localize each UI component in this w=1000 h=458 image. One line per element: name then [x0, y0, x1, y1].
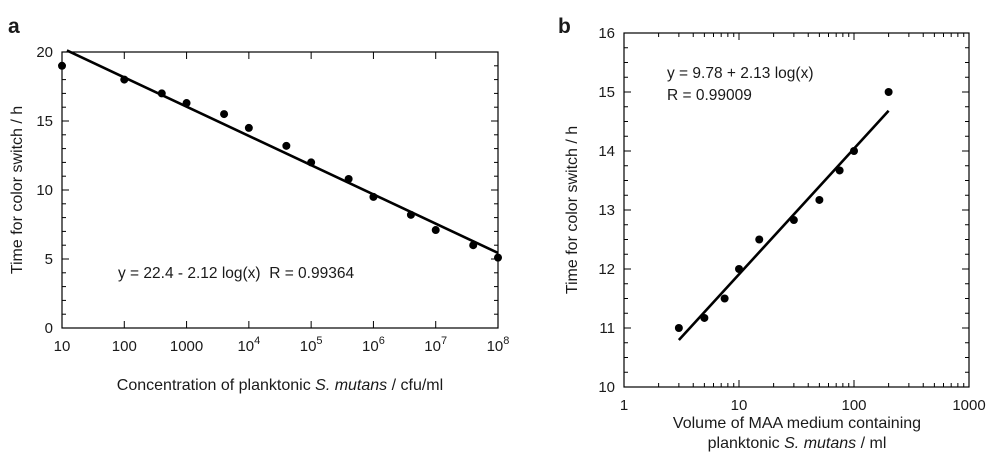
panel-a-data-points [58, 61, 502, 262]
data-point [815, 195, 824, 204]
y-tick-label: 10 [36, 182, 53, 199]
data-point [369, 192, 378, 201]
panel-b-equation-line1: y = 9.78 + 2.13 log(x) [667, 65, 813, 82]
panel-b-y-axis-title: Time for color switch / h [564, 126, 581, 294]
y-tick-label: 14 [598, 143, 615, 160]
panel-a-equation: y = 22.4 - 2.12 log(x) R = 0.99364 [118, 265, 354, 282]
data-point [244, 123, 253, 132]
y-tick-label: 10 [598, 379, 615, 396]
y-tick-label: 11 [599, 320, 615, 337]
panel-a-letter: a [8, 15, 20, 38]
y-tick-label: 13 [598, 202, 615, 219]
x-tick-label: 10 [54, 338, 71, 355]
data-point [282, 141, 291, 150]
y-tick-label: 0 [45, 320, 53, 337]
data-point [120, 75, 129, 84]
data-point [494, 253, 502, 262]
data-point [735, 265, 743, 273]
data-point [835, 166, 844, 175]
data-point [344, 174, 353, 183]
x-tick-label: 104 [237, 335, 260, 355]
x-tick-label: 1000 [170, 338, 203, 355]
data-point [58, 61, 66, 70]
panel-b-fit-line [677, 109, 890, 341]
panel-b-chart: b 1 10 100 1000 10 11 12 13 14 15 16 y = 9.78 + 2… [558, 15, 986, 452]
x-tick-label: 10 [731, 397, 748, 414]
data-point [720, 294, 729, 303]
panel-b-tick-marks [623, 32, 970, 388]
data-point [850, 147, 858, 155]
panel-b-x-axis-title-line2: planktonic S. mutans / ml [708, 435, 887, 452]
panel-a-x-tick-labels: 10 100 1000 104 105 106 107 108 [54, 335, 510, 355]
y-tick-label: 15 [36, 113, 53, 130]
data-point [884, 88, 893, 96]
panel-a-plot-frame [61, 51, 499, 329]
x-tick-label: 100 [112, 338, 137, 355]
x-tick-label: 1000 [952, 397, 985, 414]
panel-a-chart: a 10 100 1000 104 105 106 107 108 0 5 10 15 20 y = … [8, 15, 509, 394]
data-point [789, 216, 798, 225]
panel-a-tick-marks [61, 51, 499, 329]
x-tick-label: 100 [841, 397, 866, 414]
data-point [431, 226, 440, 235]
data-point [406, 210, 415, 219]
panel-b-x-axis-title-line1: Volume of MAA medium containing [673, 415, 921, 432]
data-point [307, 158, 316, 167]
panel-a-y-axis-title: Time for color switch / h [9, 106, 26, 274]
data-point [755, 235, 764, 244]
panel-b-letter: b [558, 15, 571, 38]
panel-b-data-points [674, 88, 893, 332]
data-point [157, 89, 166, 98]
data-point [182, 99, 191, 108]
x-tick-label: 105 [300, 335, 323, 355]
panel-b-y-tick-labels: 10 11 12 13 14 15 16 [598, 25, 615, 396]
data-point [700, 313, 709, 322]
x-tick-label: 108 [487, 335, 510, 355]
x-tick-label: 1 [620, 397, 628, 414]
y-tick-label: 12 [598, 261, 615, 278]
y-tick-label: 15 [598, 84, 615, 101]
y-tick-label: 5 [45, 251, 53, 268]
panel-a-x-axis-title: Concentration of planktonic S. mutans / … [117, 377, 443, 394]
panel-b-equation-line2: R = 0.99009 [667, 87, 752, 104]
data-point [469, 241, 478, 250]
y-tick-label: 20 [36, 44, 53, 61]
y-tick-label: 16 [598, 25, 615, 42]
panel-b-x-tick-labels: 1 10 100 1000 [620, 397, 986, 414]
x-tick-label: 107 [424, 335, 447, 355]
data-point [220, 110, 229, 119]
panel-a-y-tick-labels: 0 5 10 15 20 [36, 44, 53, 337]
data-point [674, 324, 683, 332]
panel-a-fit-line [66, 49, 499, 255]
x-tick-label: 106 [362, 335, 385, 355]
